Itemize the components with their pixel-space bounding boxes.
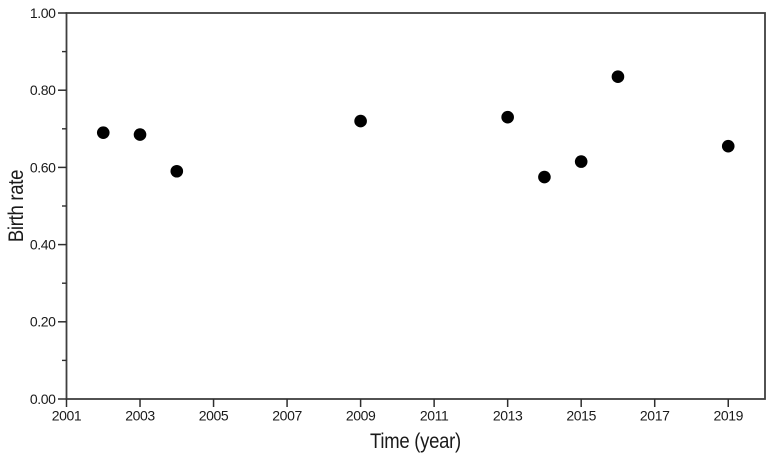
x-tick-label: 2001 [52, 408, 82, 424]
data-point [538, 170, 551, 184]
y-axis-title: Birth rate [5, 169, 28, 243]
data-point [611, 70, 625, 83]
y-tick-label: 0.60 [30, 159, 56, 175]
y-tick-label: 0.00 [30, 391, 56, 407]
plot-frame [65, 12, 766, 400]
y-tick-label: 1.00 [30, 5, 56, 21]
data-point [721, 139, 735, 153]
data-point [354, 114, 367, 128]
y-tick-label: 0.40 [30, 237, 56, 253]
y-tick-label: 0.80 [30, 82, 56, 98]
x-tick-label: 2003 [125, 408, 155, 424]
x-tick-label: 2017 [640, 408, 670, 424]
data-point [170, 164, 184, 178]
x-axis-title: Time (year) [370, 430, 461, 453]
data-point [96, 126, 110, 139]
data-point [574, 155, 588, 168]
x-tick-label: 2009 [346, 408, 376, 424]
x-tick-label: 2013 [493, 408, 523, 424]
data-point [133, 128, 147, 141]
x-tick-label: 2015 [566, 408, 596, 424]
x-tick-label: 2019 [713, 408, 743, 424]
x-tick-label: 2005 [199, 408, 229, 424]
y-tick-label: 0.20 [30, 314, 56, 330]
x-tick-label: 2007 [272, 408, 302, 424]
data-point [501, 110, 514, 124]
x-tick-label: 2011 [420, 408, 449, 424]
